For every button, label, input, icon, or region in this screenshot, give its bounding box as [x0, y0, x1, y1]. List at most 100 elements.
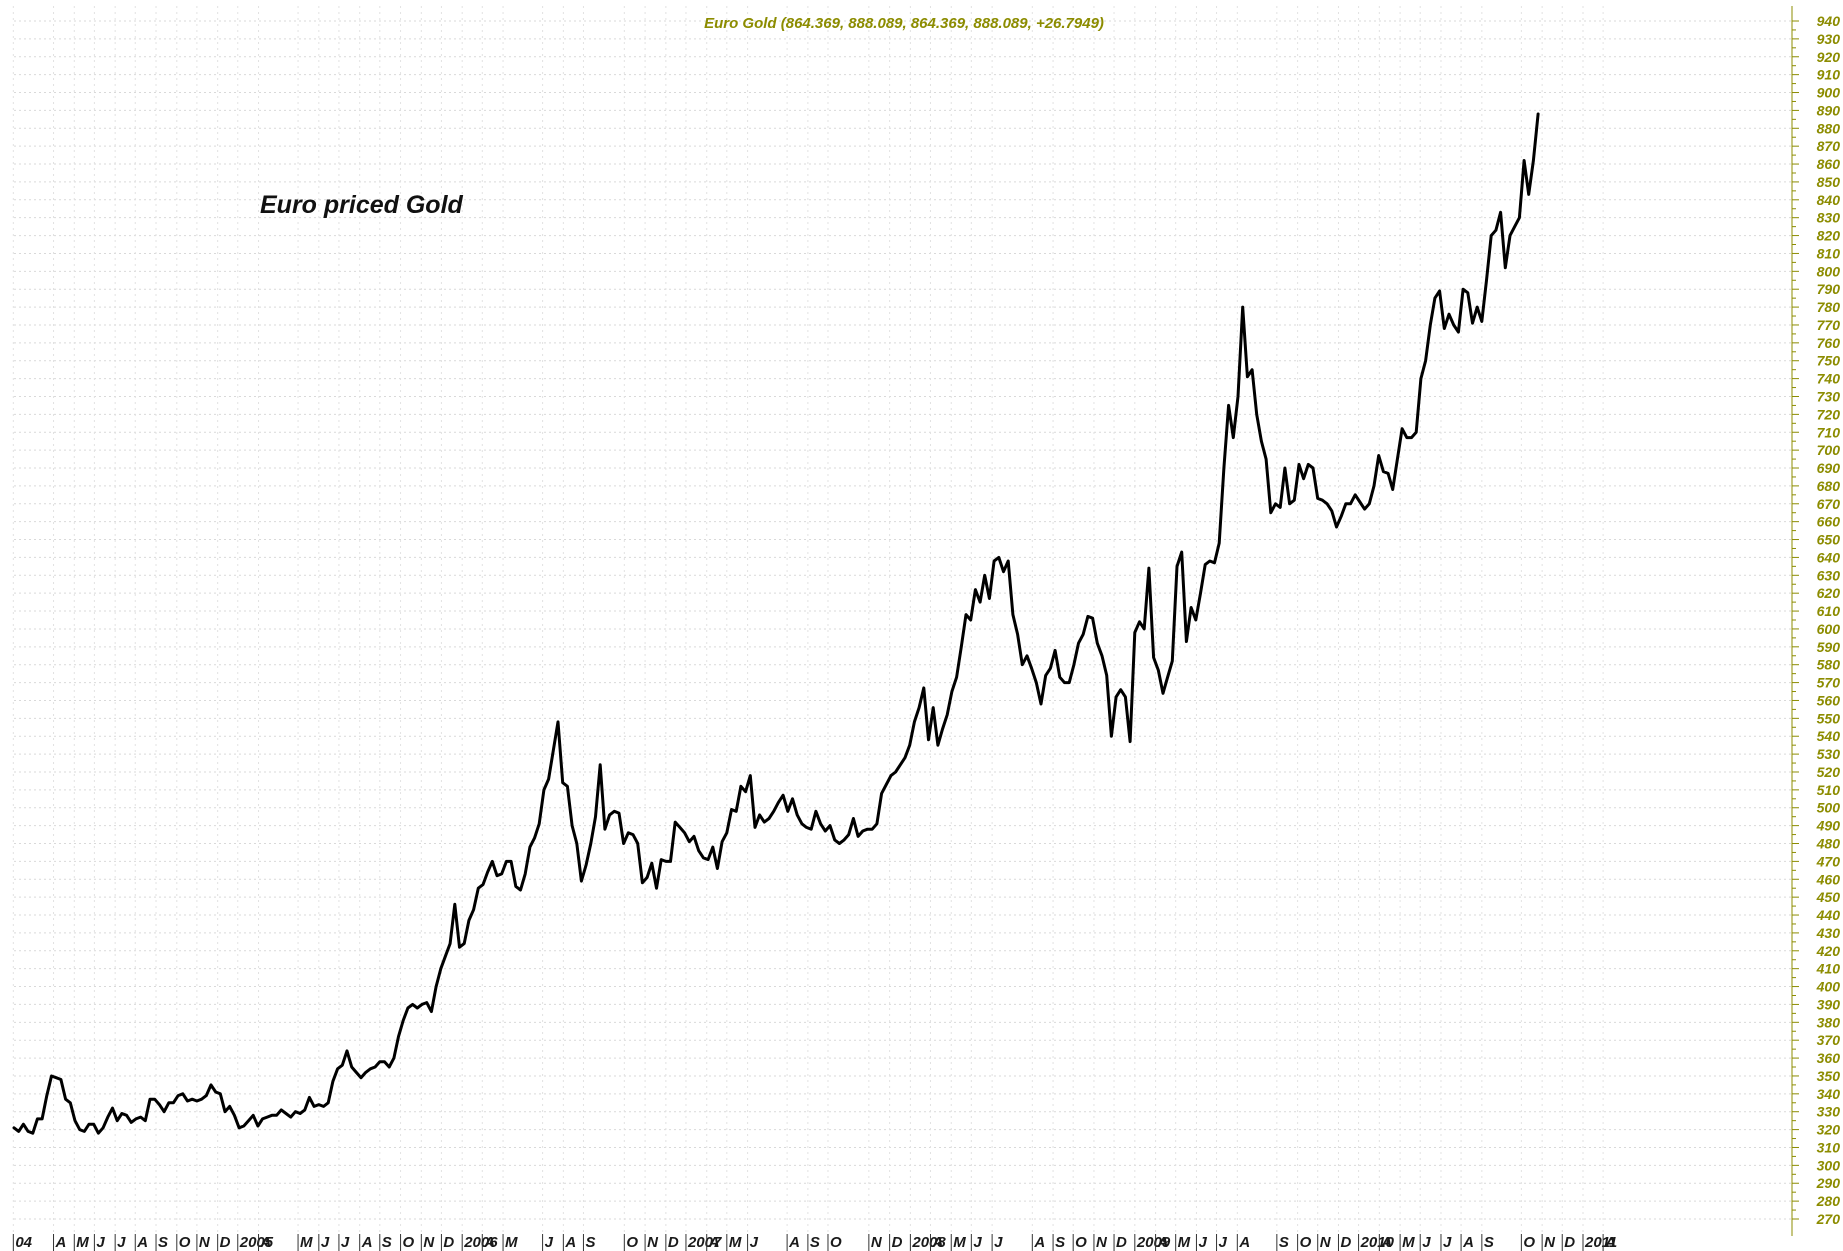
x-tick-label: D — [220, 1234, 231, 1251]
y-tick-label: 510 — [1817, 782, 1841, 798]
x-tick-label: 2011 — [1584, 1234, 1617, 1251]
y-tick-label: 290 — [1816, 1175, 1841, 1191]
y-tick-label: 920 — [1817, 49, 1841, 65]
x-tick-label: A — [1157, 1234, 1169, 1251]
x-tick-label: J — [341, 1234, 350, 1251]
y-tick-label: 430 — [1816, 925, 1841, 941]
x-tick-label: M — [1402, 1234, 1415, 1251]
y-tick-label: 860 — [1817, 156, 1841, 172]
x-tick-label: 2007 — [687, 1234, 722, 1251]
y-tick-label: 410 — [1816, 961, 1841, 977]
y-tick-label: 720 — [1817, 406, 1841, 422]
x-tick-label: J — [117, 1234, 126, 1251]
y-tick-label: 880 — [1817, 120, 1841, 136]
x-tick-label: A — [931, 1234, 943, 1251]
x-tick-label: N — [199, 1234, 211, 1251]
y-tick-label: 590 — [1817, 639, 1841, 655]
y-tick-label: 560 — [1817, 692, 1841, 708]
x-tick-label: J — [1443, 1234, 1452, 1251]
y-tick-label: 500 — [1817, 800, 1841, 816]
y-tick-label: 670 — [1817, 496, 1841, 512]
y-tick-label: 490 — [1816, 818, 1841, 834]
x-tick-label: M — [505, 1234, 518, 1251]
y-tick-label: 620 — [1817, 585, 1841, 601]
y-tick-label: 390 — [1817, 996, 1841, 1012]
x-tick-label: D — [1564, 1234, 1575, 1251]
x-tick-label: S — [382, 1234, 392, 1251]
x-tick-label: J — [1219, 1234, 1228, 1251]
y-tick-label: 930 — [1817, 31, 1841, 47]
y-tick-label: 330 — [1817, 1104, 1841, 1120]
y-tick-label: 830 — [1817, 210, 1841, 226]
y-tick-label: 750 — [1817, 353, 1841, 369]
y-tick-label: 300 — [1817, 1157, 1841, 1173]
y-tick-label: 660 — [1817, 514, 1841, 530]
y-tick-label: 650 — [1817, 532, 1841, 548]
x-tick-label: 2008 — [911, 1234, 946, 1251]
y-tick-label: 630 — [1817, 567, 1841, 583]
x-tick-label: A — [136, 1234, 148, 1251]
y-tick-label: 770 — [1817, 317, 1841, 333]
y-tick-label: 790 — [1817, 281, 1841, 297]
y-tick-label: 340 — [1817, 1086, 1841, 1102]
y-tick-label: 420 — [1816, 943, 1841, 959]
y-tick-label: 600 — [1817, 621, 1841, 637]
y-tick-label: 760 — [1817, 335, 1841, 351]
y-tick-label: 740 — [1817, 371, 1841, 387]
x-tick-label: S — [1484, 1234, 1494, 1251]
chart-title: Euro Gold (864.369, 888.089, 864.369, 88… — [704, 15, 1104, 32]
x-tick-label: M — [1178, 1234, 1191, 1251]
x-tick-label: J — [973, 1234, 982, 1251]
y-tick-label: 700 — [1817, 442, 1841, 458]
x-tick-label: 2005 — [239, 1234, 274, 1251]
y-tick-label: 570 — [1817, 675, 1841, 691]
x-tick-label: A — [1462, 1234, 1474, 1251]
x-tick-label: J — [321, 1234, 330, 1251]
x-tick-label: J — [96, 1234, 105, 1251]
x-tick-label: A — [1033, 1234, 1045, 1251]
x-tick-label: A — [1380, 1234, 1392, 1251]
x-tick-label: O — [179, 1234, 191, 1251]
x-tick-label: S — [158, 1234, 168, 1251]
x-tick-label: D — [668, 1234, 679, 1251]
y-tick-label: 610 — [1817, 603, 1841, 619]
y-tick-label: 550 — [1817, 710, 1841, 726]
x-tick-label: A — [483, 1234, 495, 1251]
x-tick-label: D — [892, 1234, 903, 1251]
y-tick-label: 360 — [1817, 1050, 1841, 1066]
x-tick-label: N — [1320, 1234, 1332, 1251]
x-tick-label: O — [1300, 1234, 1312, 1251]
y-tick-label: 370 — [1817, 1032, 1841, 1048]
x-tick-label: O — [626, 1234, 638, 1251]
y-tick-label: 870 — [1817, 138, 1841, 154]
x-tick-label: M — [729, 1234, 742, 1251]
y-tick-label: 940 — [1817, 13, 1841, 29]
y-axis: 2702802903003103203303403503603703803904… — [1792, 13, 1840, 1227]
x-tick-label: D — [1116, 1234, 1127, 1251]
grid — [12, 6, 1792, 1236]
x-tick-label: 2009 — [1136, 1234, 1171, 1251]
y-tick-label: 850 — [1817, 174, 1841, 190]
y-tick-label: 310 — [1817, 1139, 1841, 1155]
y-tick-label: 780 — [1817, 299, 1841, 315]
x-tick-label: S — [1055, 1234, 1065, 1251]
y-tick-label: 730 — [1817, 388, 1841, 404]
x-tick-label: D — [1340, 1234, 1351, 1251]
y-tick-label: 890 — [1817, 102, 1841, 118]
y-tick-label: 320 — [1817, 1122, 1841, 1138]
x-tick-label: D — [443, 1234, 454, 1251]
x-tick-label: A — [260, 1234, 272, 1251]
y-tick-label: 400 — [1816, 979, 1841, 995]
x-tick-label: J — [545, 1234, 554, 1251]
y-tick-label: 910 — [1817, 67, 1841, 83]
x-tick-label: A — [788, 1234, 800, 1251]
x-tick-label: 2006 — [463, 1234, 498, 1251]
x-tick-label: J — [1422, 1234, 1431, 1251]
x-tick-label: S — [585, 1234, 595, 1251]
chart-annotation: Euro priced Gold — [260, 191, 464, 219]
x-tick-label: O — [830, 1234, 842, 1251]
x-tick-label: A — [1604, 1234, 1616, 1251]
